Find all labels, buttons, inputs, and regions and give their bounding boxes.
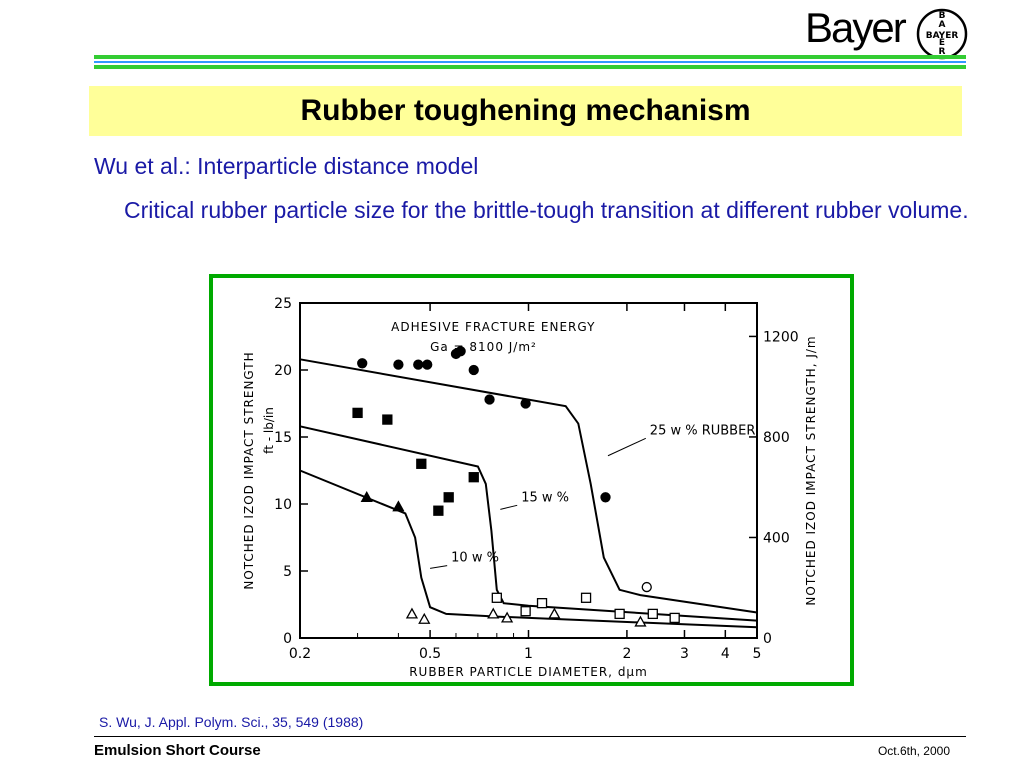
data-point-s2-7 (634, 615, 647, 627)
y-tick-label-3: 15 (274, 430, 292, 446)
y-right-tick-label-1: 400 (763, 530, 790, 546)
x-tick-label-3: 2 (622, 646, 631, 662)
series-label-arrow-0 (607, 437, 647, 457)
data-point-s0-0 (357, 358, 368, 369)
y-axis-label-right: NOTCHED IZOD IMPACT STRENGTH, J/m (804, 335, 818, 605)
footer-divider (94, 736, 966, 737)
data-point-s1-9 (580, 592, 592, 603)
data-point-s2-2 (405, 607, 419, 619)
data-point-s0-5 (455, 346, 466, 357)
subheading-text: Critical rubber particle size for the br… (124, 197, 969, 223)
header-stripe-green (94, 55, 966, 59)
data-point-s0-3 (422, 359, 433, 370)
y-right-tick-label-2: 800 (763, 430, 790, 446)
data-point-s1-3 (433, 505, 444, 516)
data-point-s1-6 (491, 592, 502, 603)
data-point-s2-5 (500, 611, 514, 623)
data-point-s0-7 (484, 394, 495, 405)
x-tick-label-0: 0.2 (289, 646, 311, 662)
data-point-s1-1 (382, 414, 393, 425)
data-point-s2-1 (392, 500, 405, 512)
title-banner: Rubber toughening mechanism (89, 86, 962, 136)
data-point-s2-6 (548, 607, 561, 619)
y-tick-label-1: 5 (283, 564, 292, 580)
series-label-1: 15 w % (521, 490, 569, 505)
annotation-fracture-energy: ADHESIVE FRACTURE ENERGY (391, 320, 595, 334)
data-point-s1-11 (647, 608, 658, 620)
x-tick-label-5: 4 (721, 646, 730, 662)
citation-caption: S. Wu, J. Appl. Polym. Sci., 35, 549 (19… (99, 714, 364, 730)
series-label-2: 10 w % (451, 551, 499, 566)
header-stripe-green-2 (94, 65, 966, 69)
y-tick-label-2: 10 (274, 497, 292, 513)
data-point-s1-10 (614, 608, 625, 620)
series-curve-0 (299, 358, 758, 614)
data-point-s1-12 (669, 612, 680, 624)
series-label-0: 25 w % RUBBER (650, 423, 756, 438)
x-axis-label: RUBBER PARTICLE DIAMETER, dμm (409, 665, 648, 679)
annotation-ga-value: Ga = 8100 J/m² (430, 340, 537, 354)
data-point-s2-3 (418, 612, 431, 624)
data-point-s1-7 (520, 606, 531, 617)
x-tick-label-2: 1 (524, 646, 533, 662)
x-tick-label-1: 0.5 (419, 646, 441, 662)
y-right-tick-label-3: 1200 (763, 329, 799, 345)
data-point-s1-2 (416, 458, 427, 469)
data-point-s0-10 (641, 581, 652, 593)
data-point-s1-4 (443, 492, 454, 503)
x-tick-label-6: 5 (753, 646, 762, 662)
series-curve-1 (299, 425, 758, 622)
y-right-tick-label-0: 0 (763, 631, 772, 647)
data-point-s0-6 (468, 364, 479, 376)
footer-course-name: Emulsion Short Course (94, 742, 261, 759)
data-point-s0-8 (520, 398, 531, 409)
y-tick-label-0: 0 (283, 631, 292, 647)
header-stripe-blue (94, 61, 966, 63)
footer-date: Oct.6th, 2000 (877, 744, 950, 758)
heading-text: Wu et al.: Interparticle distance model (94, 153, 479, 179)
data-point-s1-8 (536, 598, 548, 609)
data-point-s0-1 (393, 359, 404, 370)
series-curve-2 (299, 469, 758, 629)
logo-letters-horizontal: BAYER (926, 31, 959, 41)
series-label-arrow-2 (430, 565, 448, 569)
brand-logo-text: Bayer (805, 4, 907, 51)
data-point-s2-4 (487, 607, 500, 619)
y-axis-label-left: NOTCHED IZOD IMPACT STRENGTH (242, 351, 256, 589)
slide-title: Rubber toughening mechanism (300, 94, 751, 127)
data-point-s1-5 (468, 472, 479, 483)
y-tick-label-4: 20 (274, 363, 292, 379)
chart-frame: 0.2 0.5 1 2 3 4 5 0 5 10 15 20 25 0 400 800 1200 RUBBER P… (209, 274, 854, 686)
x-tick-label-4: 3 (680, 646, 689, 662)
y-axis-unit-left: ft - lb/in (262, 407, 276, 454)
data-point-s0-9 (600, 492, 611, 503)
data-point-s0-2 (413, 359, 424, 370)
data-point-s2-0 (360, 490, 373, 502)
series-label-arrow-1 (500, 504, 518, 510)
y-tick-label-5: 25 (274, 296, 292, 312)
data-point-s1-0 (352, 407, 363, 419)
